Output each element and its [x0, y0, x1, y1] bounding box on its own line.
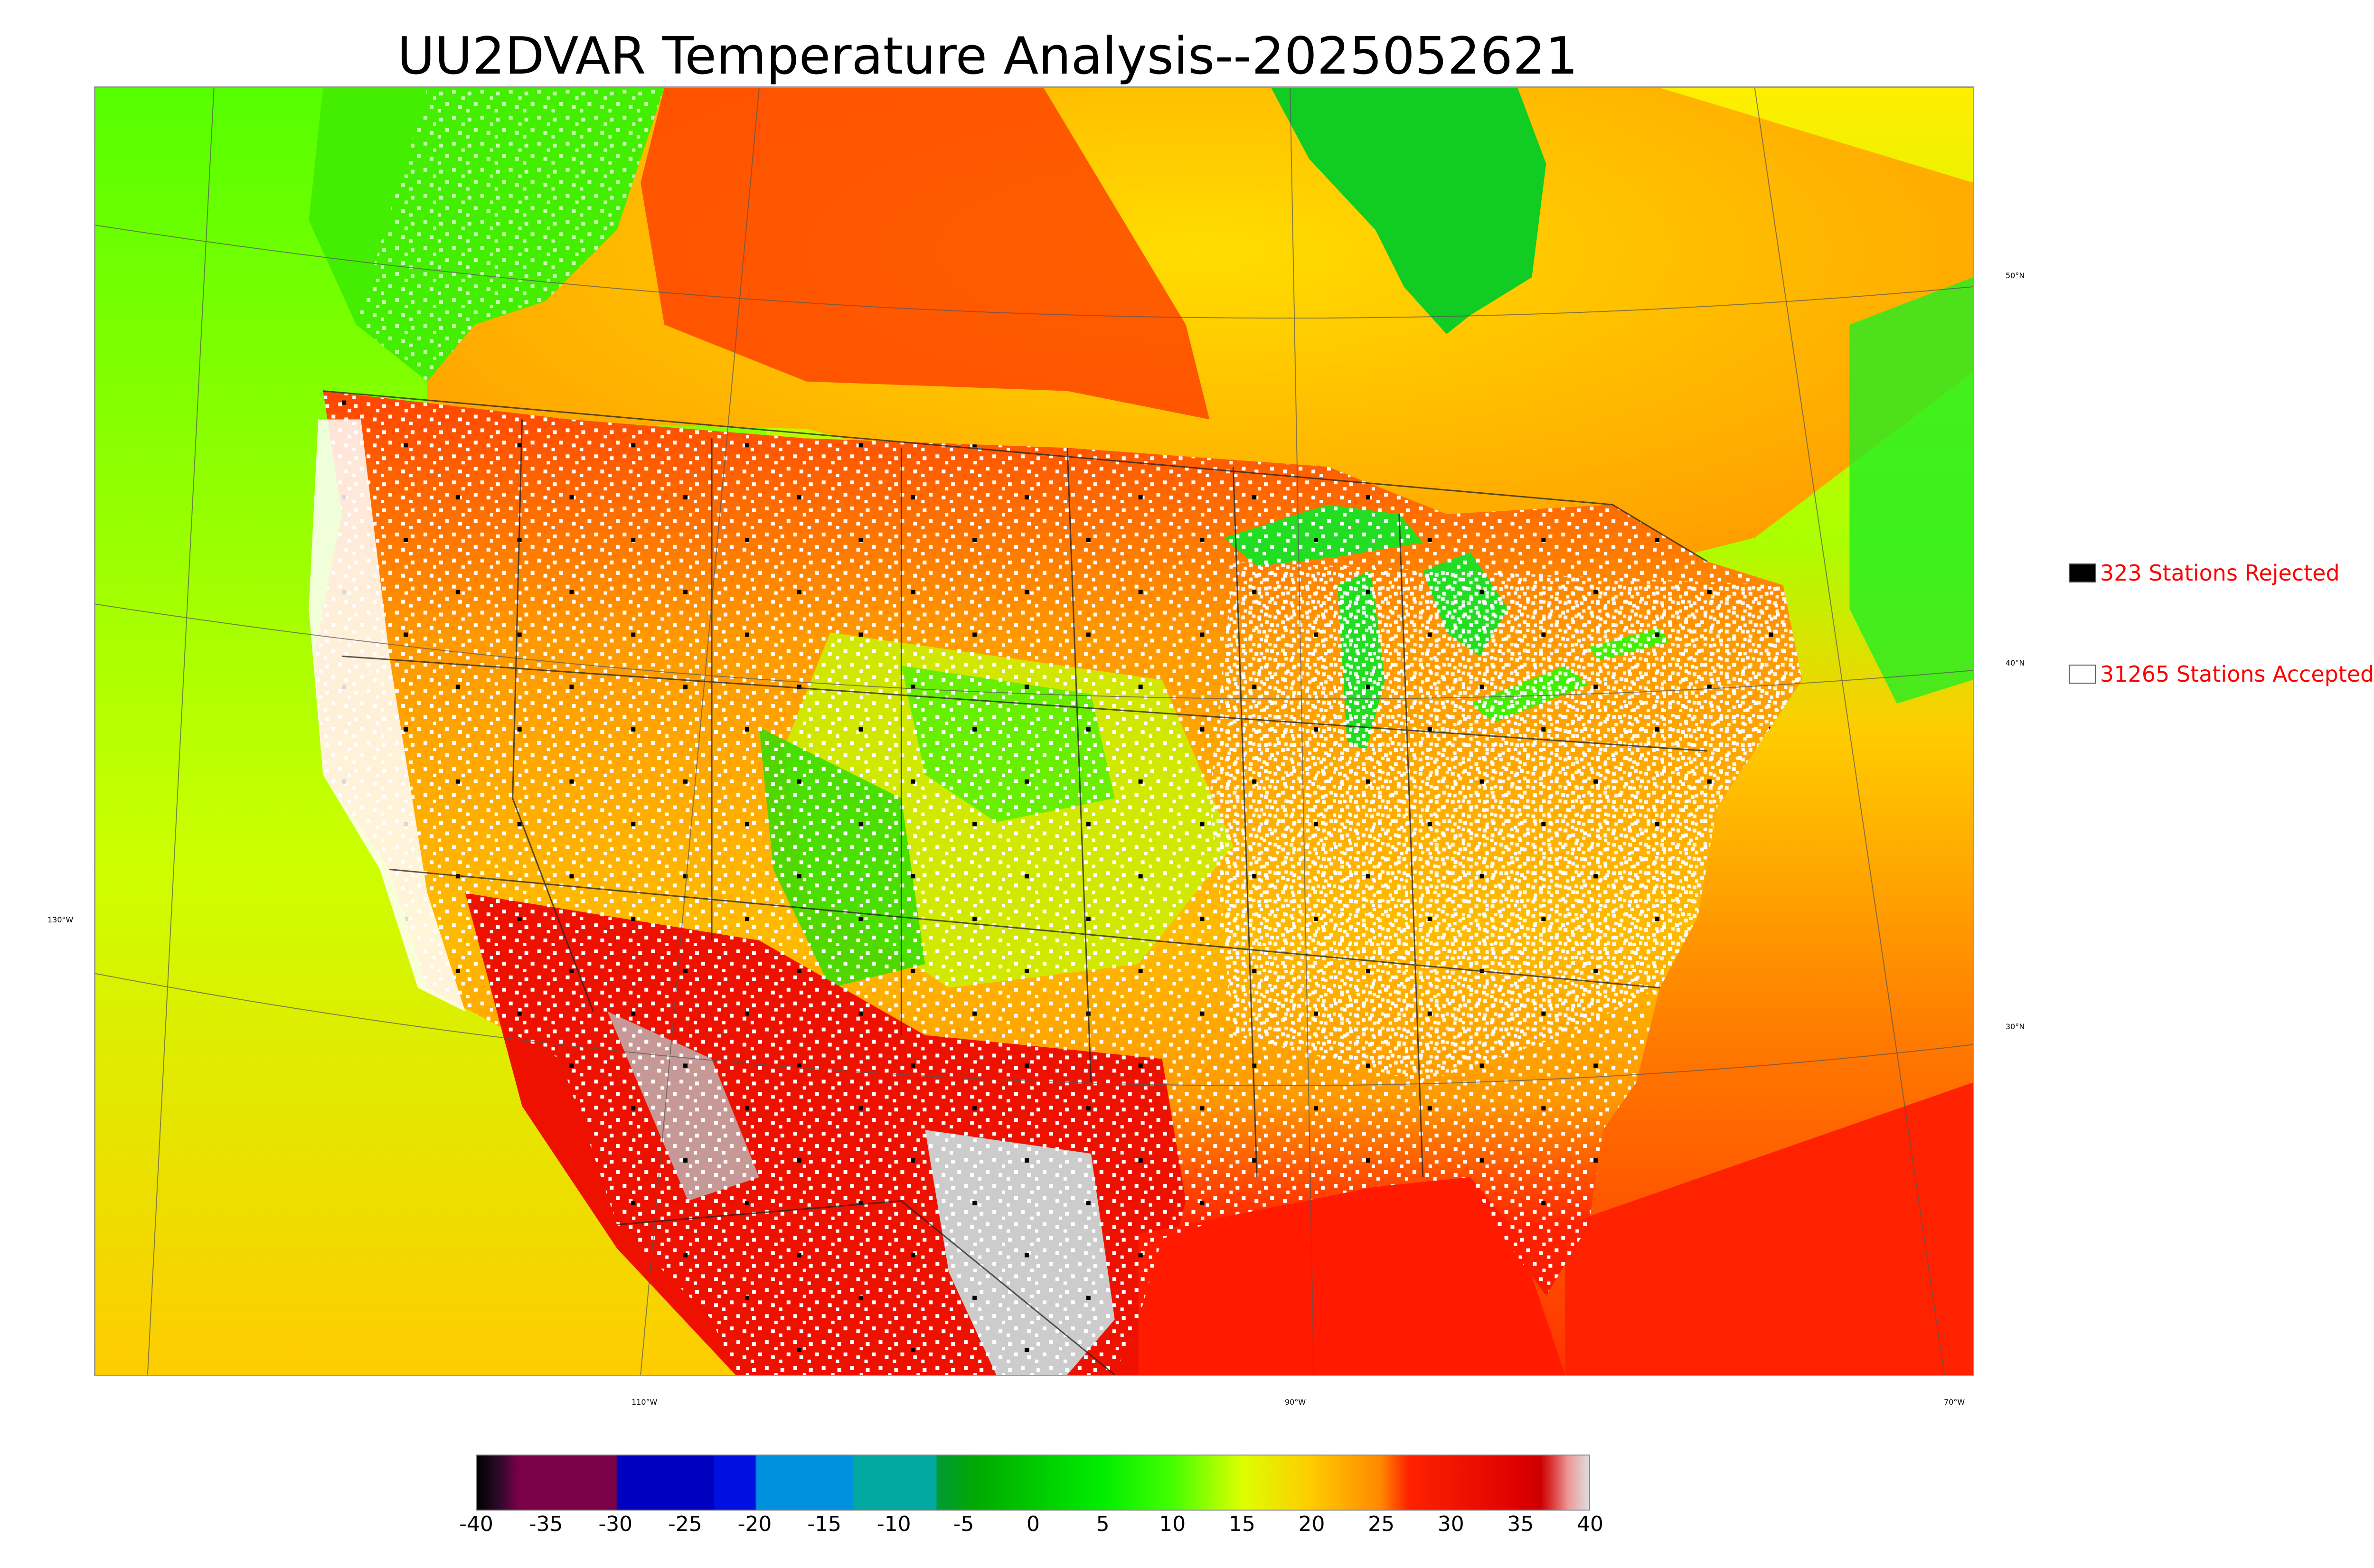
colorbar-tick: 15 [1228, 1512, 1255, 1536]
accepted-label: 31265 Stations Accepted [2100, 661, 2374, 687]
map-canvas [95, 88, 1973, 1375]
colorbar-tick: -30 [598, 1512, 633, 1536]
colorbar-tick: -10 [876, 1512, 911, 1536]
colorbar-tick: 20 [1298, 1512, 1325, 1536]
legend-rejected: 323 Stations Rejected [2069, 560, 2340, 586]
colorbar-tick: -35 [528, 1512, 563, 1536]
colorbar-tick: 40 [1577, 1512, 1603, 1536]
temperature-map [94, 86, 1974, 1376]
colorbar-tick: 5 [1096, 1512, 1110, 1536]
lat-label-40: 40°N [2006, 658, 2025, 667]
rejected-swatch [2069, 563, 2096, 582]
lat-label-30: 30°N [2006, 1022, 2025, 1031]
page-title: UU2DVAR Temperature Analysis--2025052621 [397, 27, 1578, 86]
lat-label-50: 50°N [2006, 271, 2025, 280]
lon-label-130: 130°W [47, 915, 74, 924]
colorbar-ticks: -40 -35 -30 -25 -20 -15 -10 -5 0 5 10 15 20 25 30 35 40 [459, 1512, 1603, 1540]
colorbar-tick: -25 [668, 1512, 702, 1536]
lon-label-90: 90°W [1285, 1398, 1306, 1407]
lon-label-70: 70°W [1944, 1398, 1965, 1407]
accepted-swatch [2069, 665, 2096, 684]
colorbar-tick: 0 [1027, 1512, 1040, 1536]
colorbar-tick: -15 [807, 1512, 842, 1536]
rejected-label: 323 Stations Rejected [2100, 560, 2340, 586]
colorbar-tick: -40 [459, 1512, 493, 1536]
colorbar-tick: 35 [1507, 1512, 1534, 1536]
colorbar-tick: -20 [737, 1512, 772, 1536]
colorbar-tick: -5 [953, 1512, 974, 1536]
colorbar-tick: 10 [1159, 1512, 1186, 1536]
colorbar-tick: 30 [1437, 1512, 1464, 1536]
legend-accepted: 31265 Stations Accepted [2069, 661, 2374, 687]
colorbar-tick: 25 [1368, 1512, 1395, 1536]
temperature-colorbar [476, 1455, 1590, 1511]
lon-label-110: 110°W [631, 1398, 658, 1407]
